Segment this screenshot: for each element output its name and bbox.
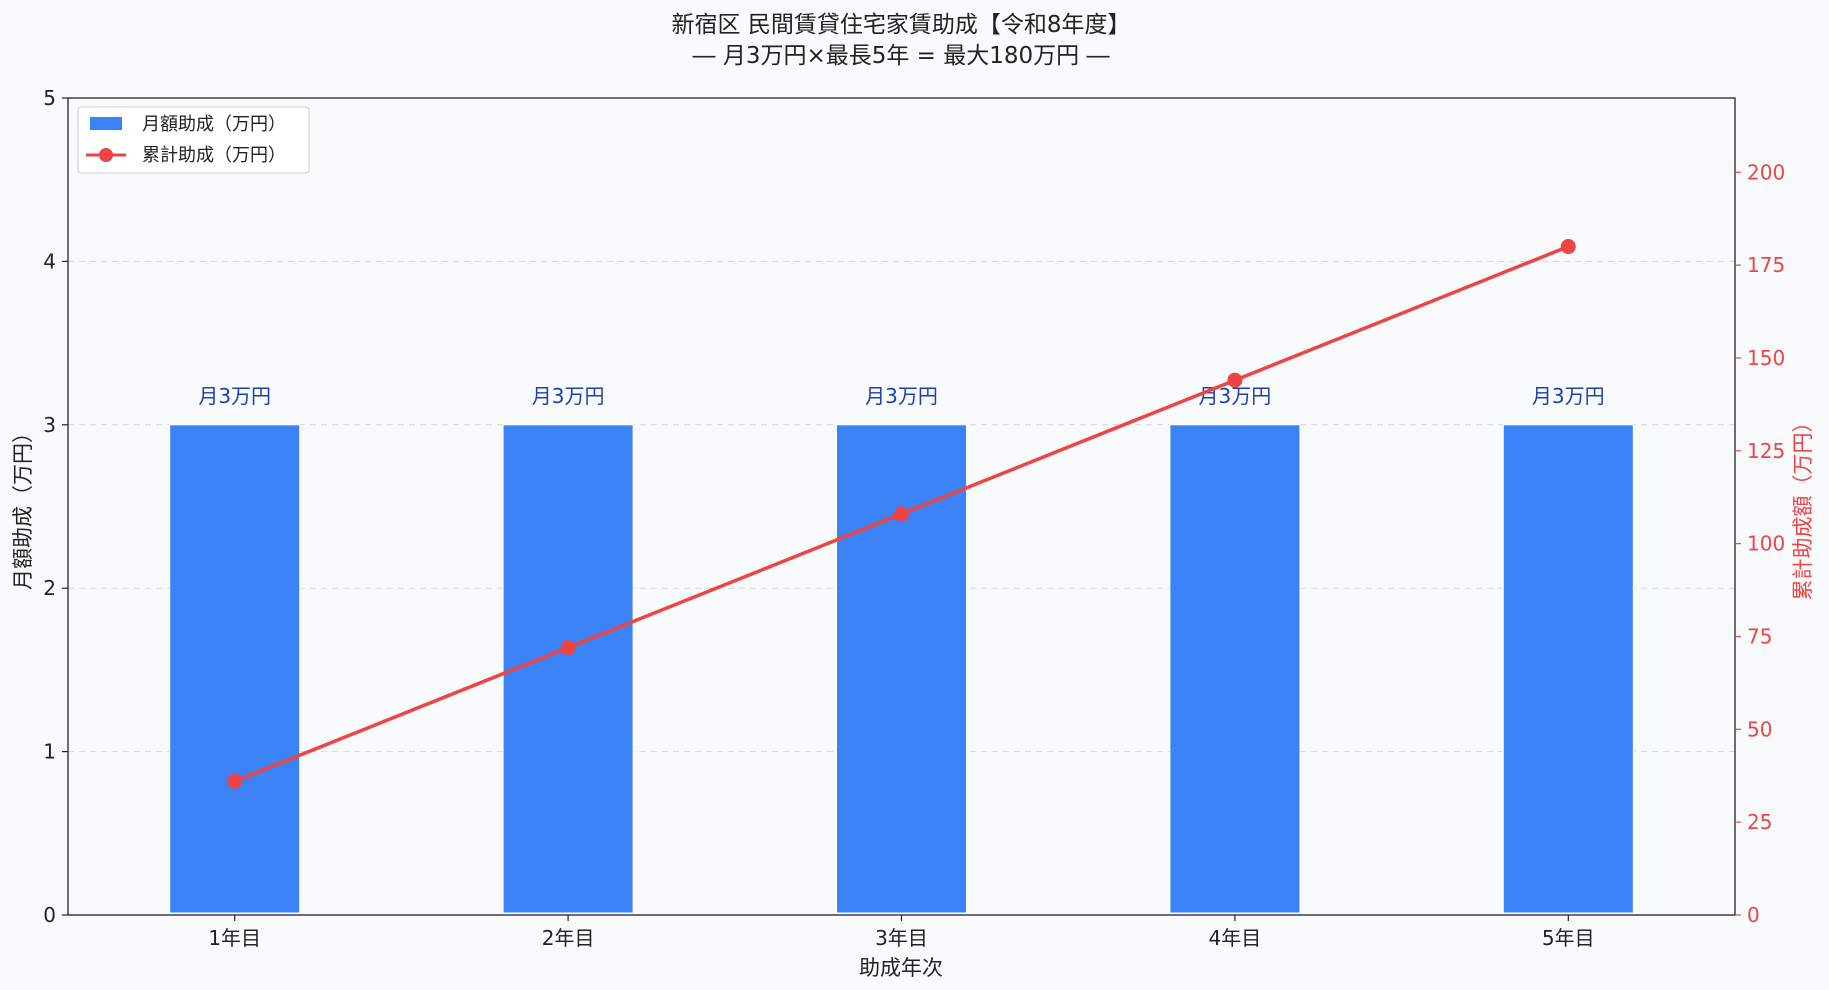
legend-box <box>77 106 310 174</box>
x-tick-label: 4年目 <box>1209 926 1262 950</box>
legend-bar-swatch <box>90 117 122 130</box>
y2-tick-label: 200 <box>1747 160 1785 184</box>
y2-tick-label: 75 <box>1747 624 1772 648</box>
grid-lines <box>68 260 1735 753</box>
y2-tick-label: 150 <box>1747 346 1785 370</box>
bar-value-label: 月3万円 <box>1199 384 1272 408</box>
line-point <box>560 640 576 656</box>
x-axis-label: 助成年次 <box>859 956 943 980</box>
y2-tick-label: 100 <box>1747 532 1785 556</box>
y2-tick-label: 125 <box>1747 439 1785 463</box>
y2-tick-label: 25 <box>1747 810 1772 834</box>
bar-value-label: 月3万円 <box>865 384 938 408</box>
y-tick-label: 4 <box>43 249 56 273</box>
y-tick-label: 0 <box>43 903 56 927</box>
right-axis-ticks: 0 25 50 75 100 125 150 175 200 <box>1735 160 1785 927</box>
legend-bar-label: 月額助成（万円） <box>142 114 286 135</box>
bar-value-label: 月3万円 <box>1532 384 1605 408</box>
bar-label-group: 月3万円 月3万円 月3万円 月3万円 月3万円 <box>198 384 1604 408</box>
bar-series <box>169 424 1634 914</box>
legend-line-label: 累計助成（万円） <box>142 145 286 166</box>
x-tick-label: 1年目 <box>208 926 261 950</box>
line-series <box>227 239 1576 789</box>
x-tick-label: 3年目 <box>875 926 928 950</box>
x-tick-label: 2年目 <box>542 926 595 950</box>
y-tick-label: 3 <box>43 413 56 437</box>
line-point <box>894 506 909 522</box>
y2-tick-label: 50 <box>1747 717 1772 741</box>
y-tick-label: 5 <box>43 86 56 110</box>
left-axis-ticks: 0 1 2 3 4 5 <box>43 86 68 927</box>
y2-tick-label: 0 <box>1747 903 1760 927</box>
bar <box>169 424 301 914</box>
bar-value-label: 月3万円 <box>198 384 271 408</box>
chart-subtitle: ― 月3万円×最長5年 = 最大180万円 ― <box>693 43 1110 69</box>
line-point <box>227 773 243 789</box>
line-point <box>1227 372 1243 388</box>
bar-value-label: 月3万円 <box>532 384 605 408</box>
y2-tick-label: 175 <box>1747 253 1785 277</box>
bar <box>1169 424 1301 914</box>
chart-title: 新宿区 民間賃貸住宅家賃助成【令和8年度】 <box>672 12 1131 38</box>
legend: 月額助成（万円） 累計助成（万円） <box>77 106 310 174</box>
line-point <box>1560 239 1576 255</box>
bar <box>502 424 634 914</box>
legend-line-marker <box>99 148 113 162</box>
y-tick-label: 1 <box>43 740 56 764</box>
y-tick-label: 2 <box>43 576 56 600</box>
bar <box>835 424 968 914</box>
bar <box>1502 424 1634 914</box>
y2-axis-label: 累計助成額（万円） <box>1791 412 1815 601</box>
x-tick-label: 5年目 <box>1542 926 1595 950</box>
y-axis-label: 月額助成（万円） <box>11 422 35 590</box>
x-axis-ticks: 1年目 2年目 3年目 4年目 5年目 <box>208 915 1595 950</box>
